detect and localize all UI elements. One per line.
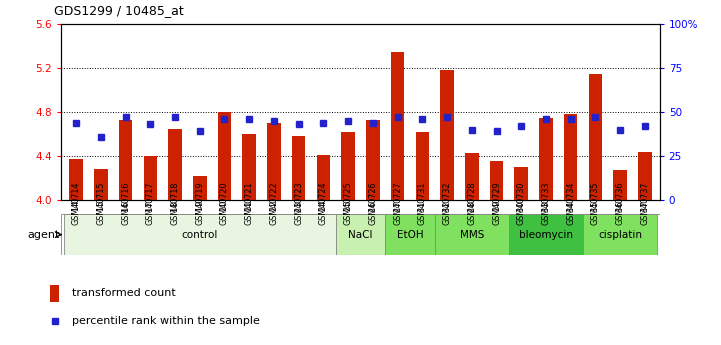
Text: GSM40724: GSM40724 <box>319 200 328 246</box>
Bar <box>366 120 380 200</box>
Text: GSM40717: GSM40717 <box>146 200 155 246</box>
Text: GSM40732: GSM40732 <box>443 200 451 246</box>
Text: GSM40714: GSM40714 <box>71 182 81 225</box>
Bar <box>267 123 280 200</box>
Text: GSM40730: GSM40730 <box>517 200 526 246</box>
Text: GSM40722: GSM40722 <box>270 200 278 246</box>
Bar <box>242 134 256 200</box>
Text: GSM40732: GSM40732 <box>443 182 451 225</box>
Text: GSM40724: GSM40724 <box>319 182 328 225</box>
Text: GDS1299 / 10485_at: GDS1299 / 10485_at <box>54 4 184 17</box>
Bar <box>583 214 658 255</box>
Bar <box>415 132 429 200</box>
Text: GSM40734: GSM40734 <box>566 182 575 225</box>
Bar <box>341 132 355 200</box>
Bar <box>435 214 509 255</box>
Bar <box>69 159 83 200</box>
Text: GSM40727: GSM40727 <box>393 200 402 246</box>
Bar <box>119 120 133 200</box>
Text: control: control <box>182 230 218 239</box>
Text: GSM40728: GSM40728 <box>467 182 477 225</box>
Text: GSM40728: GSM40728 <box>467 200 477 246</box>
Bar <box>218 112 231 200</box>
Bar <box>193 176 206 200</box>
Bar <box>94 169 107 200</box>
Text: GSM40716: GSM40716 <box>121 182 130 225</box>
Text: EtOH: EtOH <box>397 230 423 239</box>
Text: GSM40717: GSM40717 <box>146 182 155 225</box>
Bar <box>50 285 59 302</box>
Text: transformed count: transformed count <box>72 288 176 298</box>
Text: GSM40719: GSM40719 <box>195 200 204 246</box>
Text: GSM40725: GSM40725 <box>344 182 353 225</box>
Text: GSM40721: GSM40721 <box>244 182 254 225</box>
Bar <box>168 129 182 200</box>
Text: GSM40729: GSM40729 <box>492 182 501 225</box>
Text: GSM40726: GSM40726 <box>368 200 377 246</box>
Bar <box>465 153 479 200</box>
Bar <box>564 114 578 200</box>
Bar <box>509 214 583 255</box>
Text: GSM40730: GSM40730 <box>517 182 526 225</box>
Bar <box>539 118 553 200</box>
Text: GSM40733: GSM40733 <box>541 200 550 246</box>
Text: GSM40723: GSM40723 <box>294 182 303 225</box>
Bar <box>292 136 306 200</box>
Text: cisplatin: cisplatin <box>598 230 642 239</box>
Bar <box>336 214 385 255</box>
Text: GSM40737: GSM40737 <box>640 182 650 225</box>
Bar <box>317 155 330 200</box>
Bar <box>391 52 404 200</box>
Text: MMS: MMS <box>459 230 484 239</box>
Bar <box>515 167 528 200</box>
Text: GSM40716: GSM40716 <box>121 200 130 246</box>
Bar <box>63 214 336 255</box>
Bar <box>143 156 157 200</box>
Text: GSM40715: GSM40715 <box>97 200 105 246</box>
Text: GSM40736: GSM40736 <box>616 200 624 246</box>
Text: GSM40723: GSM40723 <box>294 200 303 246</box>
Bar <box>638 152 652 200</box>
Text: GSM40725: GSM40725 <box>344 200 353 246</box>
Text: GSM40721: GSM40721 <box>244 200 254 246</box>
Text: GSM40736: GSM40736 <box>616 182 624 225</box>
Text: GSM40734: GSM40734 <box>566 200 575 246</box>
Text: GSM40718: GSM40718 <box>171 200 180 246</box>
Bar <box>441 70 454 200</box>
Bar <box>614 170 627 200</box>
Text: bleomycin: bleomycin <box>519 230 573 239</box>
Text: GSM40733: GSM40733 <box>541 182 550 225</box>
Bar <box>588 73 602 200</box>
Text: GSM40719: GSM40719 <box>195 182 204 225</box>
Bar <box>490 160 503 200</box>
Text: GSM40718: GSM40718 <box>171 182 180 225</box>
Text: GSM40735: GSM40735 <box>591 182 600 225</box>
Text: GSM40720: GSM40720 <box>220 200 229 246</box>
Text: GSM40737: GSM40737 <box>640 200 650 246</box>
Text: NaCl: NaCl <box>348 230 373 239</box>
Text: GSM40727: GSM40727 <box>393 182 402 225</box>
Text: GSM40731: GSM40731 <box>418 200 427 246</box>
Text: GSM40735: GSM40735 <box>591 200 600 246</box>
Bar <box>385 214 435 255</box>
Text: GSM40729: GSM40729 <box>492 200 501 246</box>
Text: GSM40715: GSM40715 <box>97 182 105 225</box>
Text: GSM40722: GSM40722 <box>270 182 278 225</box>
Text: percentile rank within the sample: percentile rank within the sample <box>72 316 260 326</box>
Text: GSM40720: GSM40720 <box>220 182 229 225</box>
Text: GSM40714: GSM40714 <box>71 200 81 246</box>
Text: GSM40726: GSM40726 <box>368 182 377 225</box>
Text: agent: agent <box>27 230 60 239</box>
Text: GSM40731: GSM40731 <box>418 182 427 225</box>
